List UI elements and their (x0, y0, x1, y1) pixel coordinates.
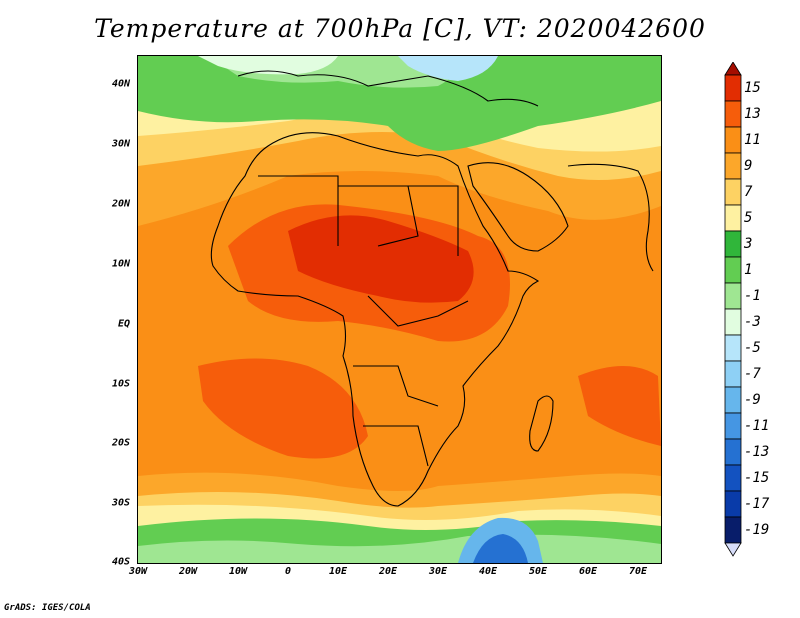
colorbar-cell (724, 152, 742, 180)
border-line-3 (408, 185, 459, 256)
asia-coastline (567, 163, 654, 272)
colorbar-label-m7: -7 (744, 366, 761, 382)
lon-label-10w: 10W (228, 566, 248, 577)
colorbar-label-m5: -5 (744, 340, 761, 356)
colorbar-cell (724, 464, 742, 492)
colorbar-label-13: 13 (744, 106, 761, 122)
lat-label-40s: 40S (111, 556, 130, 568)
border-line-1 (258, 175, 339, 246)
border-line-2 (338, 185, 419, 247)
field-band-colder-south (473, 534, 528, 563)
lon-label-30e: 30E (428, 566, 448, 577)
border-line-4 (367, 295, 469, 327)
grads-credit: GrADS: IGES/COLA (4, 603, 91, 613)
lat-label-30n: 30N (111, 138, 130, 150)
colorbar-cell-bottom (724, 542, 742, 557)
colorbar-cell (724, 126, 742, 154)
colorbar-label-m9: -9 (744, 392, 761, 408)
colorbar-cell (724, 282, 742, 310)
lat-label-10s: 10S (111, 378, 130, 390)
colorbar-label-m13: -13 (744, 444, 770, 460)
colorbar-cell (724, 308, 742, 336)
colorbar-cell (724, 386, 742, 414)
colorbar-cell (724, 230, 742, 258)
field-band-11-south (198, 358, 368, 459)
colorbar-cell (724, 360, 742, 388)
lat-label-20n: 20N (111, 198, 130, 210)
coastlines (210, 70, 654, 507)
lon-label-60e: 60E (578, 566, 598, 577)
field-band-11-se (578, 366, 661, 446)
colorbar-label-15: 15 (744, 80, 761, 96)
europe-coastline (237, 70, 539, 107)
colorbar-label-3: 3 (744, 236, 753, 252)
lon-label-70e: 70E (628, 566, 648, 577)
lon-label-20w: 20W (178, 566, 198, 577)
colorbar-cell (724, 334, 742, 362)
colorbar-label-m15: -15 (744, 470, 770, 486)
colorbar-label-9: 9 (744, 158, 753, 174)
colorbar-label-m1: -1 (744, 288, 761, 304)
madagascar-coastline (529, 395, 554, 452)
lon-label-30w: 30W (128, 566, 148, 577)
lon-label-10e: 10E (328, 566, 348, 577)
lat-label-10n: 10N (111, 258, 130, 270)
colorbar-label-m3: -3 (744, 314, 761, 330)
colorbar-label-m11: -11 (744, 418, 770, 434)
field-band-m5-north (398, 56, 498, 81)
lon-label-20e: 20E (378, 566, 398, 577)
lon-label-40e: 40E (478, 566, 498, 577)
lat-label-30s: 30S (111, 497, 130, 509)
map-title: Temperature at 700hPa [C], VT: 202004260… (94, 14, 706, 43)
field-band-13-sahel (288, 215, 474, 303)
colorbar-label-7: 7 (744, 184, 753, 200)
border-line-6 (363, 425, 429, 467)
colorbar-cell (724, 74, 742, 102)
colorbar-cell (724, 100, 742, 128)
lat-label-40n: 40N (111, 78, 130, 90)
lat-label-20s: 20S (111, 437, 130, 449)
lon-label-0: 0 (284, 566, 292, 577)
colorbar-cell (724, 178, 742, 206)
colorbar-cell (724, 412, 742, 440)
field-band-m3-north (198, 56, 338, 75)
colorbar-cell (724, 516, 742, 544)
colorbar (724, 62, 742, 557)
colorbar-cell (724, 256, 742, 284)
border-line-5 (353, 365, 439, 407)
colorbar-label-1: 1 (744, 262, 753, 278)
colorbar-cell (724, 204, 742, 232)
colorbar-cell (724, 438, 742, 466)
africa-coastline (210, 132, 540, 507)
colorbar-label-5: 5 (744, 210, 753, 226)
lat-label-eq: EQ (117, 318, 130, 330)
colorbar-cell-top (724, 62, 742, 76)
colorbar-label-m17: -17 (744, 496, 770, 512)
arabia-coastline (467, 162, 569, 252)
colorbar-cell (724, 490, 742, 518)
colorbar-label-m19: -19 (744, 522, 770, 538)
colorbar-label-11: 11 (744, 132, 761, 148)
temperature-map (137, 55, 662, 564)
lon-label-50e: 50E (528, 566, 548, 577)
